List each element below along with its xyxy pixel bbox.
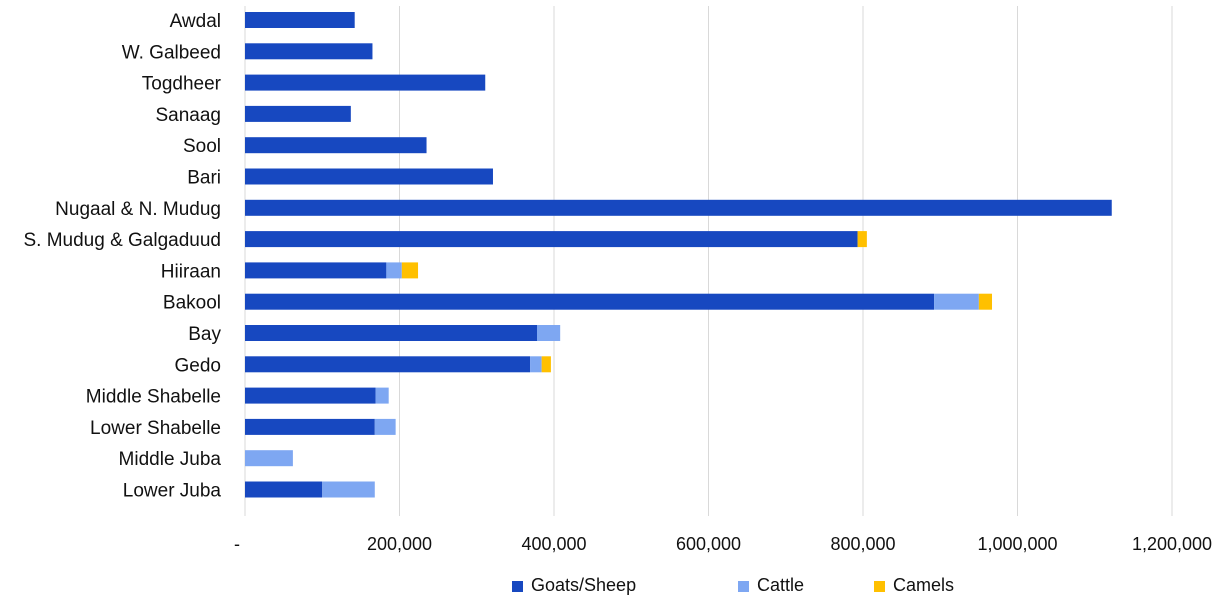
category-label-7: S. Mudug & Galgaduud [23,230,221,251]
category-label-10: Bay [188,324,221,345]
category-label-11: Gedo [175,355,221,376]
category-label-14: Middle Juba [119,449,222,470]
bar-8-series-2 [401,262,419,279]
category-label-2: Togdheer [142,74,222,95]
bar-7-series-0 [245,231,858,248]
bar-12-series-1 [375,387,389,404]
x-tick-label-5: 1,000,000 [977,534,1057,554]
bar-7-series-2 [857,231,867,248]
x-tick-labels: - 200,000 400,000 600,000 800,000 1,000,000 1,… [234,534,1212,554]
bar-10-series-1 [537,325,561,341]
category-label-0: Awdal [170,11,221,32]
category-label-12: Middle Shabelle [86,387,221,408]
bar-10-series-0 [245,325,538,341]
bar-6-series-0 [245,199,1112,216]
category-label-4: Sool [183,136,221,157]
bar-9-series-0 [245,293,935,310]
bar-5-series-0 [245,168,493,185]
bar-11-series-2 [541,356,551,373]
category-label-1: W. Galbeed [122,42,221,63]
bar-15-series-0 [245,481,323,498]
bar-2-series-0 [245,74,486,91]
category-labels: Awdal W. Galbeed Togdheer Sanaag Sool Bari Nug… [23,11,221,502]
x-tick-label-0: - [234,534,240,554]
bar-3-series-0 [245,105,351,122]
x-tick-label-1: 200,000 [367,534,432,554]
category-label-3: Sanaag [155,105,221,126]
bar-11-series-1 [530,356,542,373]
bar-0-series-0 [245,12,355,28]
legend-label-1: Cattle [757,575,804,595]
x-tick-label-3: 600,000 [676,534,741,554]
legend-label-2: Camels [893,575,954,595]
category-label-9: Bakool [163,293,221,314]
category-label-6: Nugaal & N. Mudug [55,199,221,220]
legend-swatch-1 [738,581,749,592]
gridlines [244,6,1173,516]
bar-11-series-0 [245,356,531,373]
bar-9-series-2 [978,293,993,310]
bar-15-series-1 [322,481,375,498]
bars [245,12,1112,498]
bar-1-series-0 [245,43,373,60]
category-label-13: Lower Shabelle [90,418,221,439]
legend-swatch-2 [874,581,885,592]
category-label-8: Hiiraan [161,261,221,282]
bar-12-series-0 [245,387,376,404]
legend: Goats/Sheep Cattle Camels [512,575,954,595]
category-label-5: Bari [187,168,221,189]
bar-13-series-1 [374,418,396,435]
x-tick-label-6: 1,200,000 [1132,534,1212,554]
x-tick-label-4: 800,000 [830,534,895,554]
bar-4-series-0 [245,137,427,154]
bar-14-series-1 [245,450,293,467]
bar-8-series-0 [245,262,387,279]
legend-label-0: Goats/Sheep [531,575,636,595]
x-tick-label-2: 400,000 [521,534,586,554]
bar-9-series-1 [934,293,979,310]
bar-13-series-0 [245,418,375,435]
legend-swatch-0 [512,581,523,592]
bar-8-series-1 [386,262,402,279]
category-label-15: Lower Juba [123,481,222,502]
